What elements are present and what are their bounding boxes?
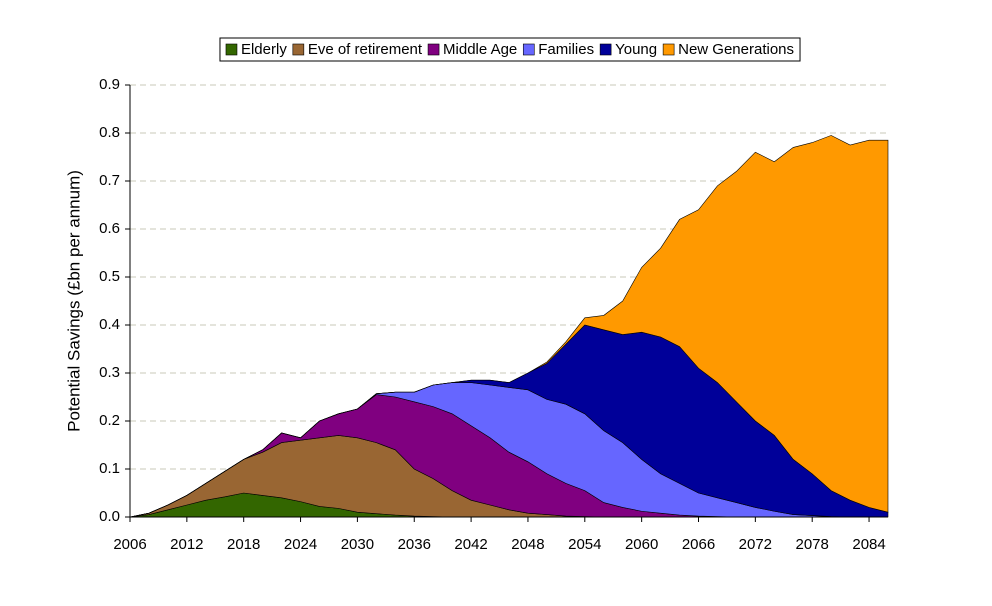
legend-label: Elderly [241,41,287,58]
x-tick-label: 2012 [170,536,203,553]
y-tick-label: 0.4 [99,316,120,333]
y-tick-label: 0.3 [99,364,120,381]
legend-label: New Generations [678,41,794,58]
y-axis-label: Potential Savings (£bn per annum) [64,170,83,432]
x-tick-label: 2042 [454,536,487,553]
x-tick-label: 2054 [568,536,601,553]
y-tick-label: 0.6 [99,220,120,237]
y-tick-label: 0.1 [99,460,120,477]
legend-swatch [522,43,535,56]
legend-swatch [662,43,675,56]
y-tick-label: 0.5 [99,268,120,285]
y-tick-label: 0.8 [99,124,120,141]
x-tick-label: 2024 [284,536,317,553]
x-tick-label: 2030 [341,536,374,553]
x-tick-label: 2006 [113,536,146,553]
y-tick-label: 0.7 [99,172,120,189]
x-tick-label: 2084 [852,536,885,553]
legend-swatch [225,43,238,56]
x-tick-label: 2066 [682,536,715,553]
legend-label: Families [538,41,594,58]
x-tick-label: 2072 [739,536,772,553]
legend-swatch [599,43,612,56]
x-tick-label: 2048 [511,536,544,553]
legend-label: Eve of retirement [308,41,423,58]
x-tick-label: 2036 [398,536,431,553]
y-tick-label: 0.2 [99,412,120,429]
legend-box [219,37,801,62]
legend-swatch [427,43,440,56]
y-tick-label: 0.9 [99,76,120,93]
legend: Elderly Eve of retirement Middle Age Famili… [219,37,801,62]
x-tick-label: 2078 [796,536,829,553]
x-tick-label: 2018 [227,536,260,553]
x-tick-label: 2060 [625,536,658,553]
legend-label: Young [615,41,657,58]
legend-label: Middle Age [443,41,517,58]
area [129,135,889,518]
legend-swatch [292,43,305,56]
y-tick-label: 0.0 [99,508,120,525]
